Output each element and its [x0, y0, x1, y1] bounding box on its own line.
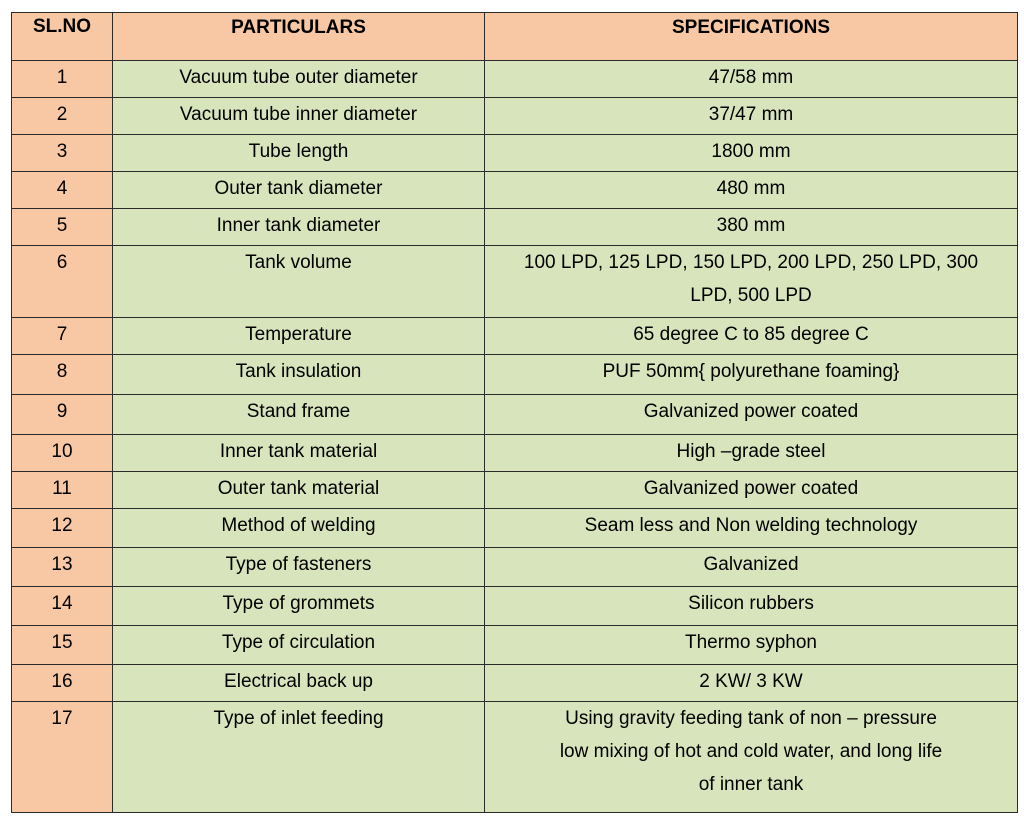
- specification-text: 380 mm: [716, 215, 786, 236]
- particular-cell: Inner tank diameter: [112, 208, 485, 246]
- specification-cell: 1800 mm: [484, 134, 1018, 172]
- specification-text: Thermo syphon: [684, 632, 817, 653]
- particular-cell: Temperature: [112, 317, 485, 355]
- specification-text: Using gravity feeding tank of non – pres…: [559, 708, 943, 795]
- table-row: 5 Inner tank diameter 380 mm: [11, 208, 1018, 246]
- table-row: 14 Type of grommets Silicon rubbers: [11, 586, 1018, 626]
- sl-cell: 7: [11, 317, 113, 355]
- table-body: 1 Vacuum tube outer diameter 47/58 mm 2 Vacu…: [11, 60, 1018, 813]
- sl-cell: 17: [11, 701, 113, 813]
- specification-text: Galvanized: [703, 554, 799, 575]
- specification-text: Silicon rubbers: [688, 593, 814, 614]
- specification-text: 2 KW/ 3 KW: [699, 671, 803, 692]
- particular-cell: Method of welding: [112, 508, 485, 548]
- table-row: 15 Type of circulation Thermo syphon: [11, 625, 1018, 665]
- specification-cell: Silicon rubbers: [484, 586, 1018, 626]
- specification-cell: Galvanized: [484, 547, 1018, 587]
- particular-cell: Tube length: [112, 134, 485, 172]
- sl-cell: 4: [11, 171, 113, 209]
- specification-cell: 47/58 mm: [484, 60, 1018, 98]
- table-header-row: SL.NO PARTICULARS SPECIFICATIONS: [11, 12, 1018, 61]
- particular-cell: Type of inlet feeding: [112, 701, 485, 813]
- specification-text: 47/58 mm: [708, 67, 794, 88]
- specification-text: 65 degree C to 85 degree C: [633, 324, 869, 345]
- specification-cell: 37/47 mm: [484, 97, 1018, 135]
- specification-cell: Using gravity feeding tank of non – pres…: [484, 701, 1018, 813]
- sl-cell: 9: [11, 394, 113, 435]
- table-row: 11 Outer tank material Galvanized power co…: [11, 471, 1018, 509]
- specification-cell: 2 KW/ 3 KW: [484, 664, 1018, 702]
- sl-cell: 14: [11, 586, 113, 626]
- table-row: 6 Tank volume 100 LPD, 125 LPD, 150 LPD, 2…: [11, 245, 1018, 318]
- table-row: 9 Stand frame Galvanized power coated: [11, 394, 1018, 435]
- sl-cell: 15: [11, 625, 113, 665]
- particular-cell: Electrical back up: [112, 664, 485, 702]
- sl-cell: 3: [11, 134, 113, 172]
- specification-text: Galvanized power coated: [643, 401, 859, 422]
- sl-cell: 12: [11, 508, 113, 548]
- sl-cell: 5: [11, 208, 113, 246]
- table-row: 4 Outer tank diameter 480 mm: [11, 171, 1018, 209]
- particular-cell: Vacuum tube outer diameter: [112, 60, 485, 98]
- specification-cell: Galvanized power coated: [484, 394, 1018, 435]
- particular-cell: Stand frame: [112, 394, 485, 435]
- particular-cell: Type of circulation: [112, 625, 485, 665]
- sl-cell: 16: [11, 664, 113, 702]
- header-specifications: SPECIFICATIONS: [484, 12, 1018, 61]
- specification-cell: 65 degree C to 85 degree C: [484, 317, 1018, 355]
- particular-cell: Tank volume: [112, 245, 485, 318]
- specification-text: 37/47 mm: [708, 104, 794, 125]
- table-row: 2 Vacuum tube inner diameter 37/47 mm: [11, 97, 1018, 135]
- specification-cell: PUF 50mm{ polyurethane foaming}: [484, 354, 1018, 395]
- sl-cell: 2: [11, 97, 113, 135]
- table-row: 16 Electrical back up 2 KW/ 3 KW: [11, 664, 1018, 702]
- specification-cell: 380 mm: [484, 208, 1018, 246]
- sl-cell: 8: [11, 354, 113, 395]
- table-row: 3 Tube length 1800 mm: [11, 134, 1018, 172]
- table-row: 8 Tank insulation PUF 50mm{ polyurethane f…: [11, 354, 1018, 395]
- sl-cell: 10: [11, 434, 113, 472]
- specification-text: 480 mm: [716, 178, 786, 199]
- specification-text: Seam less and Non welding technology: [584, 515, 918, 536]
- header-particulars: PARTICULARS: [112, 12, 485, 61]
- particular-cell: Outer tank material: [112, 471, 485, 509]
- specification-cell: Seam less and Non welding technology: [484, 508, 1018, 548]
- table-row: 17 Type of inlet feeding Using gravity fee…: [11, 701, 1018, 813]
- sl-cell: 13: [11, 547, 113, 587]
- sl-cell: 11: [11, 471, 113, 509]
- specification-cell: 100 LPD, 125 LPD, 150 LPD, 200 LPD, 250 …: [484, 245, 1018, 318]
- particular-cell: Tank insulation: [112, 354, 485, 395]
- specification-text: 1800 mm: [711, 141, 791, 162]
- specification-cell: Galvanized power coated: [484, 471, 1018, 509]
- header-sl-no: SL.NO: [11, 12, 113, 61]
- specifications-table: SL.NO PARTICULARS SPECIFICATIONS 1 Vacuum…: [11, 12, 1018, 813]
- table-row: 10 Inner tank material High –grade steel: [11, 434, 1018, 472]
- particular-cell: Outer tank diameter: [112, 171, 485, 209]
- particular-cell: Vacuum tube inner diameter: [112, 97, 485, 135]
- sl-cell: 6: [11, 245, 113, 318]
- specification-text: Galvanized power coated: [643, 478, 859, 499]
- specification-text: 100 LPD, 125 LPD, 150 LPD, 200 LPD, 250 …: [523, 252, 979, 306]
- specification-text: High –grade steel: [676, 441, 826, 462]
- table-row: 1 Vacuum tube outer diameter 47/58 mm: [11, 60, 1018, 98]
- table-row: 13 Type of fasteners Galvanized: [11, 547, 1018, 587]
- particular-cell: Type of fasteners: [112, 547, 485, 587]
- particular-cell: Inner tank material: [112, 434, 485, 472]
- specification-text: PUF 50mm{ polyurethane foaming}: [602, 361, 900, 382]
- particular-cell: Type of grommets: [112, 586, 485, 626]
- specification-cell: Thermo syphon: [484, 625, 1018, 665]
- table-row: 7 Temperature 65 degree C to 85 degree C: [11, 317, 1018, 355]
- specification-cell: 480 mm: [484, 171, 1018, 209]
- specification-cell: High –grade steel: [484, 434, 1018, 472]
- table-row: 12 Method of welding Seam less and Non wel…: [11, 508, 1018, 548]
- sl-cell: 1: [11, 60, 113, 98]
